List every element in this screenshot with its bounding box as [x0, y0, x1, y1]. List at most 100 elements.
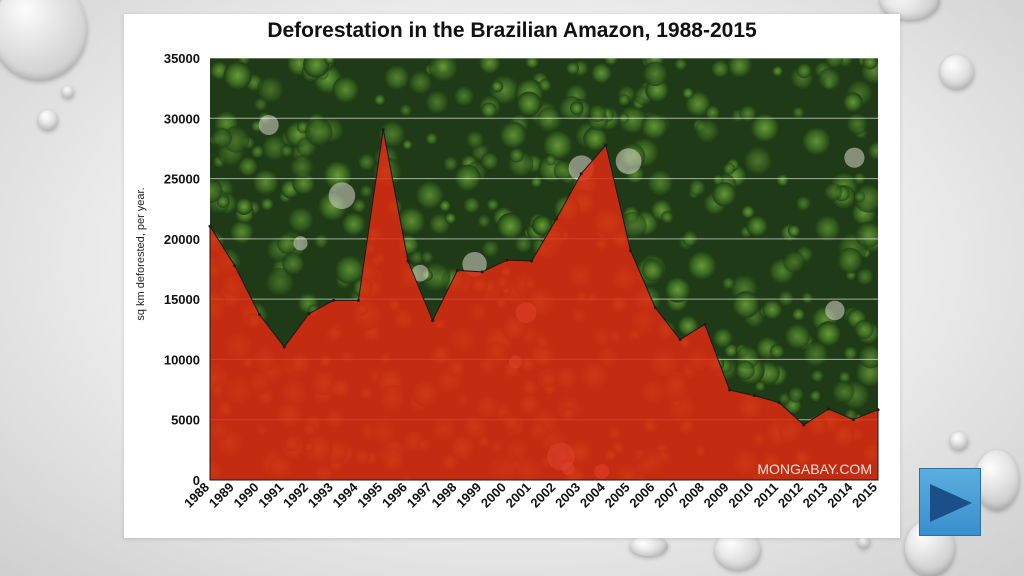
tree-canopy — [732, 291, 760, 319]
tree-canopy — [762, 299, 783, 320]
watermark: MONGABAY.COM — [757, 461, 872, 477]
tree-canopy — [687, 251, 717, 281]
tree-canopy — [516, 91, 542, 117]
tree-canopy — [478, 58, 501, 74]
tree-canopy — [784, 323, 811, 350]
tree-canopy — [750, 113, 780, 143]
x-tick-label: 1994 — [330, 479, 362, 511]
tree-canopy — [705, 105, 720, 120]
tree-canopy — [661, 211, 674, 224]
tree-canopy — [477, 214, 491, 228]
tree-canopy — [305, 118, 333, 146]
x-tick-label: 2000 — [478, 480, 509, 511]
x-tick-label: 1988 — [181, 480, 212, 511]
tree-canopy — [359, 184, 373, 198]
tree-canopy — [712, 174, 724, 185]
y-axis-ticks: 0 5000 10000 15000 20000 25000 30000 35000 — [164, 51, 200, 488]
tree-canopy — [491, 80, 504, 93]
tree-canopy — [712, 182, 737, 207]
tree-canopy — [843, 346, 858, 361]
x-axis-ticks: 1988198919901991199219931994199519961997… — [181, 479, 880, 511]
water-droplet — [630, 536, 668, 556]
tree-canopy — [769, 344, 785, 359]
data-point — [455, 268, 459, 272]
tree-canopy — [453, 86, 475, 107]
tree-canopy — [230, 220, 254, 244]
x-tick-label: 2013 — [800, 480, 831, 511]
tree-canopy — [216, 195, 230, 208]
bare-tree — [462, 252, 487, 277]
data-point — [827, 407, 831, 411]
tree-canopy — [408, 70, 433, 95]
tree-canopy — [421, 262, 451, 292]
tree-canopy — [862, 58, 878, 70]
tree-canopy — [303, 58, 330, 78]
tree-canopy — [415, 180, 444, 210]
tree-canopy — [724, 343, 739, 358]
tree-canopy — [290, 155, 314, 179]
next-slide-button[interactable] — [919, 468, 981, 536]
x-tick-label: 1989 — [206, 480, 237, 511]
x-tick-label: 2001 — [503, 480, 534, 511]
tree-canopy — [288, 206, 314, 233]
tree-canopy — [237, 156, 258, 177]
data-point — [777, 401, 781, 405]
data-point — [257, 312, 261, 316]
deforestation-area — [208, 128, 880, 481]
tree-canopy — [566, 61, 579, 75]
tree-canopy — [324, 58, 335, 65]
tree-canopy — [402, 139, 413, 150]
tree-canopy — [525, 58, 539, 69]
x-tick-label: 1999 — [453, 480, 484, 511]
x-tick-label: 2002 — [527, 480, 558, 511]
tree-canopy — [481, 239, 500, 258]
tree-canopy — [257, 76, 284, 103]
tree-canopy — [772, 65, 783, 77]
data-point — [653, 306, 657, 310]
tree-canopy — [480, 152, 499, 171]
tree-canopy — [788, 386, 804, 403]
tree-canopy — [711, 59, 730, 78]
tree-canopy — [832, 380, 855, 403]
bare-tree — [844, 147, 865, 168]
data-point — [356, 298, 360, 302]
tree-canopy — [743, 146, 773, 176]
tree-canopy — [795, 195, 811, 211]
tree-canopy — [855, 221, 878, 248]
tree-canopy — [778, 392, 791, 405]
tree-canopy — [727, 58, 753, 78]
tree-canopy — [536, 107, 562, 133]
data-point — [233, 264, 237, 268]
x-tick-label: 2008 — [676, 480, 707, 511]
tree-canopy — [428, 58, 458, 83]
tree-canopy — [465, 130, 484, 149]
tree-canopy — [712, 327, 733, 348]
x-tick-label: 2005 — [602, 480, 633, 511]
y-axis-label: sq km deforested, per year. — [135, 187, 147, 320]
tree-canopy — [335, 255, 365, 285]
data-point — [728, 388, 732, 392]
tree-canopy — [688, 179, 706, 196]
tree-canopy — [792, 308, 805, 321]
tree-canopy — [846, 113, 868, 135]
tree-canopy — [530, 176, 542, 188]
tree-canopy — [499, 121, 527, 149]
tree-canopy — [735, 360, 755, 380]
y-tick-label: 30000 — [164, 111, 200, 126]
data-point — [480, 270, 484, 274]
x-tick-label: 1996 — [379, 480, 410, 511]
data-point — [282, 345, 286, 349]
tree-canopy — [674, 58, 687, 71]
tree-canopy — [223, 61, 252, 90]
tree-canopy — [420, 250, 434, 264]
tree-canopy — [838, 371, 851, 384]
water-droplet — [62, 86, 74, 98]
tree-canopy — [722, 276, 735, 290]
data-point — [752, 394, 756, 398]
data-point — [554, 217, 558, 221]
x-tick-label: 2011 — [751, 480, 782, 511]
y-tick-label: 15000 — [164, 292, 200, 307]
data-point — [530, 259, 534, 263]
tree-canopy — [815, 321, 841, 347]
y-tick-label: 35000 — [164, 51, 200, 66]
